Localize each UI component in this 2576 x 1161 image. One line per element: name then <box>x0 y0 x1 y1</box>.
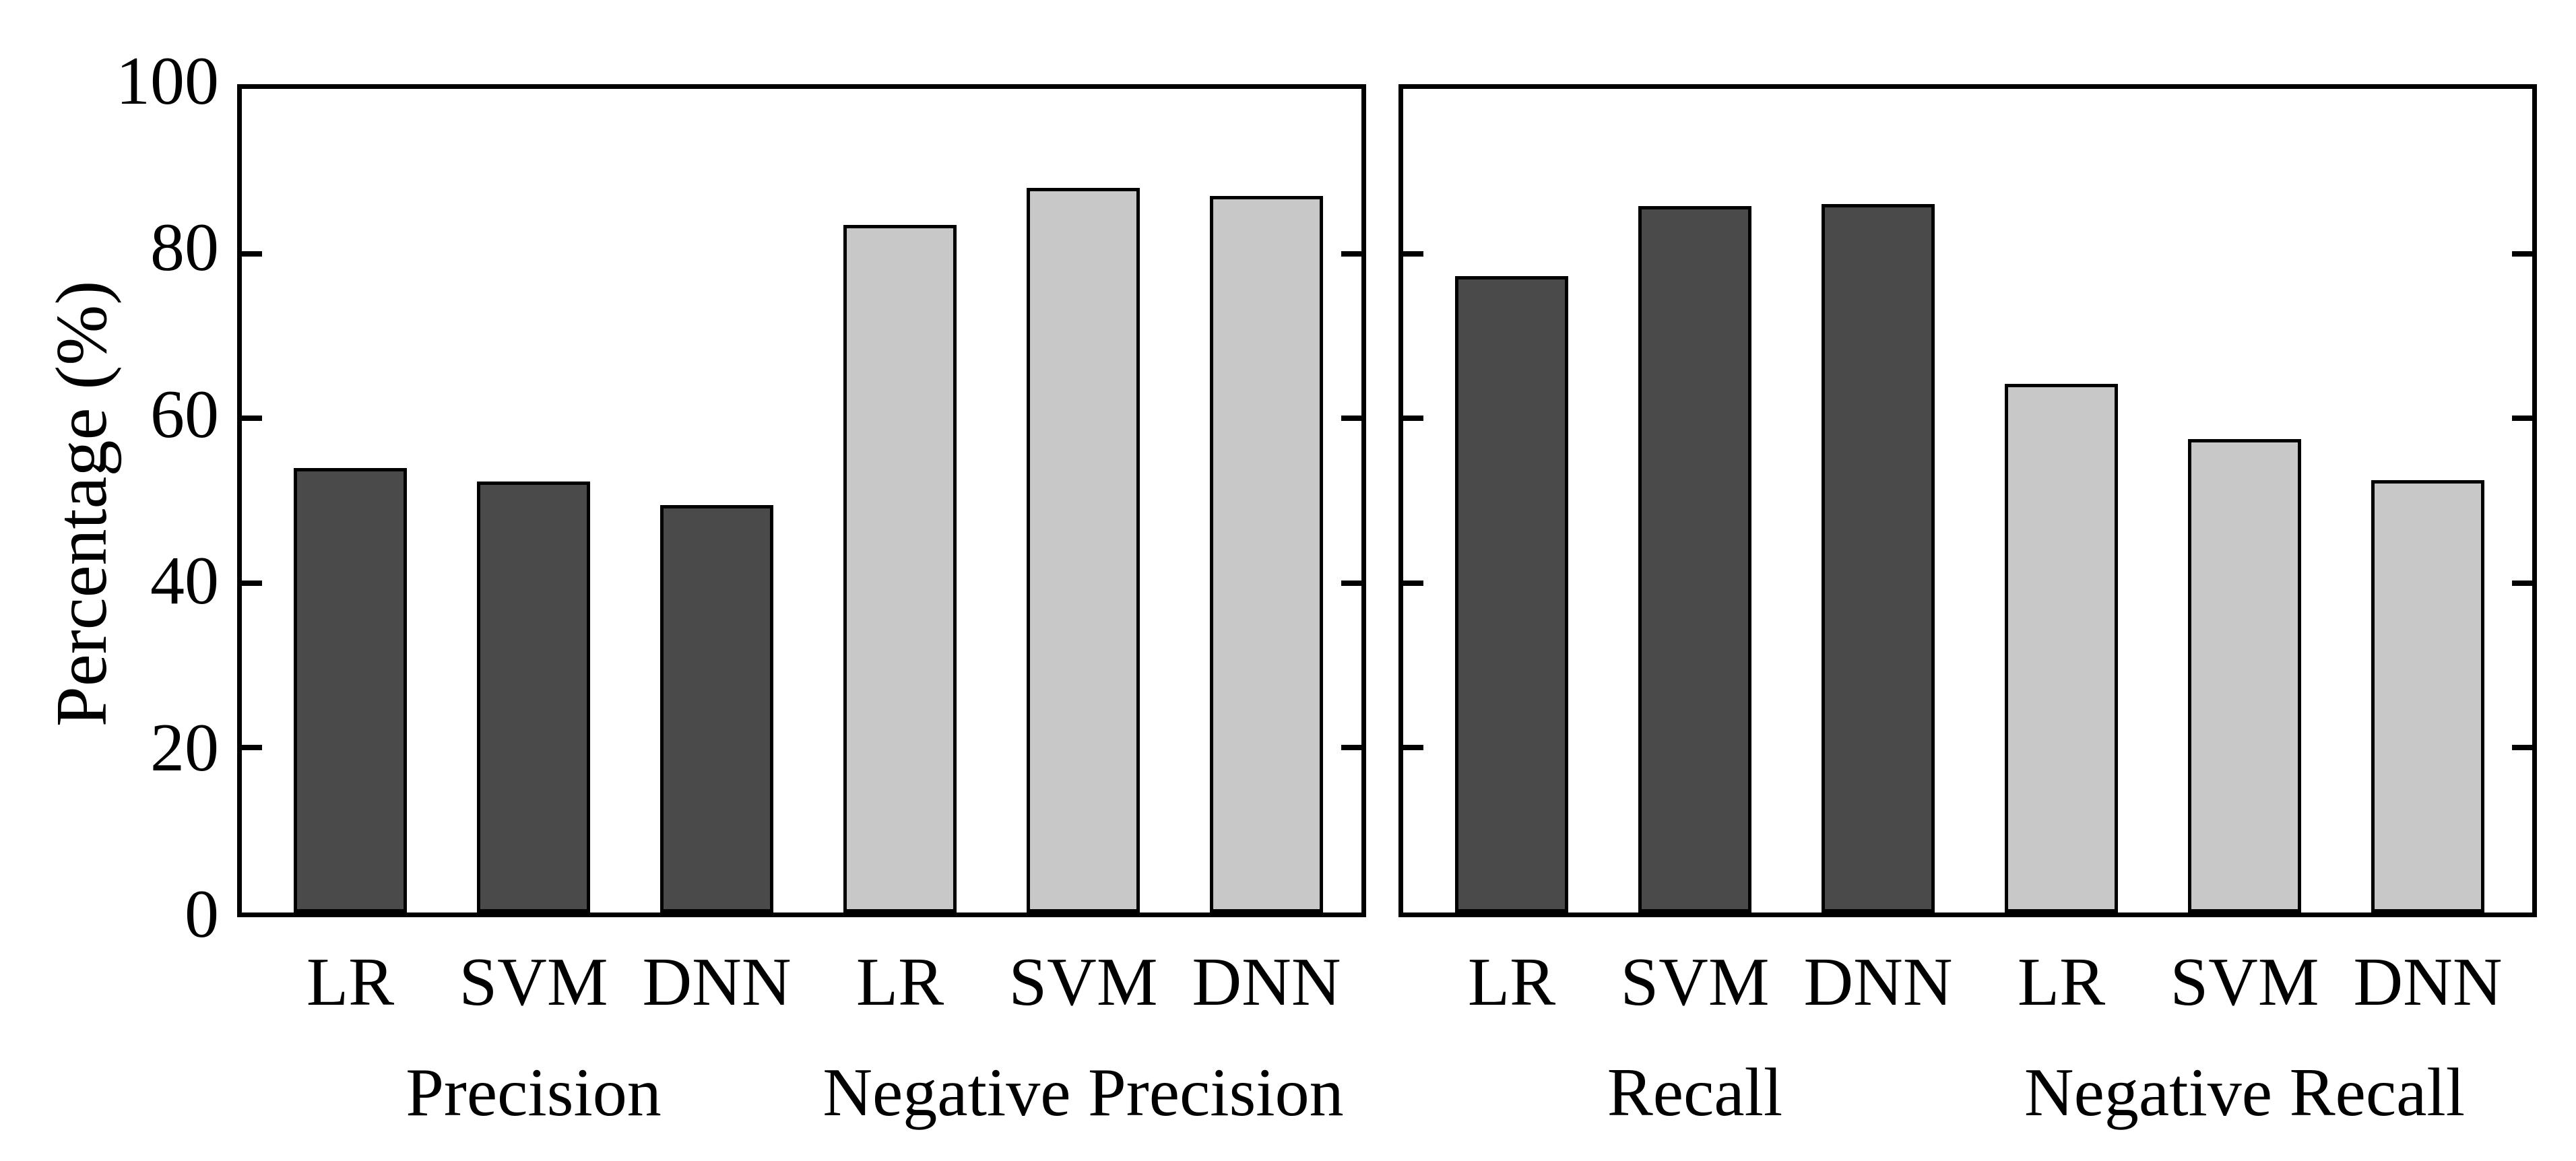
bar-precision-lr <box>294 467 407 913</box>
x-tick-label-precision-svm: SVM <box>459 944 608 1020</box>
x-tick-label-negative-recall-dnn: DNN <box>2353 944 2503 1020</box>
left-panel <box>237 84 1366 917</box>
y-tick-mark-left <box>242 745 262 751</box>
y-tick-label-100: 100 <box>116 42 219 119</box>
y-tick-label-80: 80 <box>150 209 219 286</box>
bar-negative-recall-dnn <box>2371 479 2484 913</box>
bar-negative-precision-svm <box>1027 187 1140 913</box>
group-label-recall: Recall <box>1607 1055 1783 1131</box>
x-tick-label-negative-precision-dnn: DNN <box>1192 944 1341 1020</box>
y-tick-mark-right <box>2512 416 2532 422</box>
y-tick-label-0: 0 <box>185 875 219 952</box>
y-tick-mark-left <box>242 251 262 257</box>
group-label-negative-precision: Negative Precision <box>823 1055 1344 1131</box>
bar-negative-recall-lr <box>2005 383 2118 913</box>
x-tick-label-recall-svm: SVM <box>1620 944 1770 1020</box>
bar-negative-recall-svm <box>2188 438 2301 913</box>
x-tick-label-negative-recall-svm: SVM <box>2170 944 2319 1020</box>
y-tick-mark-right <box>1341 416 1361 422</box>
y-axis-label: Percentage (%) <box>42 280 122 727</box>
y-tick-label-40: 40 <box>150 543 219 620</box>
y-tick-mark-right <box>2512 580 2532 586</box>
bar-negative-precision-dnn <box>1210 196 1323 913</box>
bar-recall-svm <box>1638 205 1751 913</box>
y-tick-mark-left <box>1403 745 1423 751</box>
bar-recall-dnn <box>1822 204 1935 913</box>
y-tick-mark-right <box>1341 580 1361 586</box>
y-tick-mark-left <box>1403 251 1423 257</box>
bar-precision-dnn <box>660 504 773 913</box>
right-panel <box>1398 84 2537 917</box>
y-tick-mark-right <box>1341 745 1361 751</box>
y-tick-mark-right <box>2512 745 2532 751</box>
bar-negative-precision-lr <box>843 224 957 913</box>
x-tick-label-precision-dnn: DNN <box>642 944 792 1020</box>
y-tick-mark-left <box>242 580 262 586</box>
x-tick-label-negative-recall-lr: LR <box>2017 944 2106 1020</box>
y-tick-mark-right <box>2512 251 2532 257</box>
y-tick-label-60: 60 <box>150 376 219 453</box>
x-tick-label-negative-precision-svm: SVM <box>1008 944 1158 1020</box>
group-label-negative-recall: Negative Recall <box>2024 1055 2466 1131</box>
y-tick-label-20: 20 <box>150 709 219 786</box>
bar-precision-svm <box>477 482 590 913</box>
x-tick-label-recall-lr: LR <box>1467 944 1556 1020</box>
x-tick-label-recall-dnn: DNN <box>1803 944 1953 1020</box>
y-tick-mark-left <box>1403 580 1423 586</box>
y-tick-mark-right <box>1341 251 1361 257</box>
group-label-precision: Precision <box>406 1055 662 1131</box>
y-tick-mark-left <box>242 416 262 422</box>
x-tick-label-negative-precision-lr: LR <box>856 944 944 1020</box>
x-tick-label-precision-lr: LR <box>306 944 395 1020</box>
bar-recall-lr <box>1455 275 1568 913</box>
y-tick-mark-left <box>1403 416 1423 422</box>
